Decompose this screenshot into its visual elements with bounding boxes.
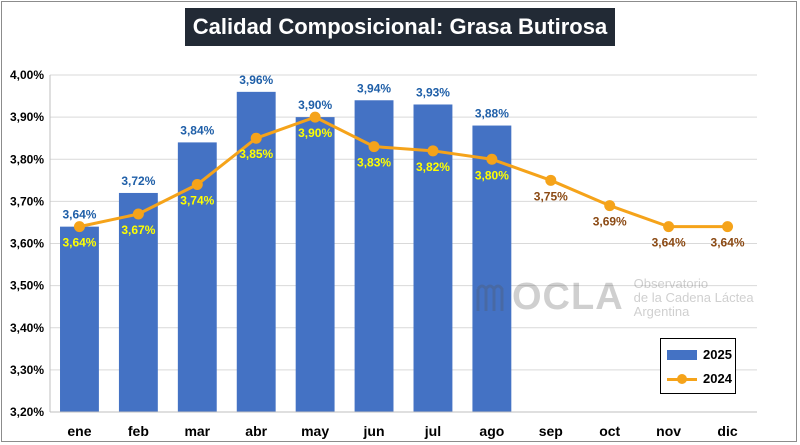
x-tick-label: mar <box>184 423 210 439</box>
point-2024 <box>250 132 262 144</box>
ocla-watermark: OCLA Observatorio de la Cadena Láctea Ar… <box>476 276 754 319</box>
data-label-2025: 3,94% <box>357 81 391 95</box>
data-label-2025: 3,84% <box>180 123 214 137</box>
point-2024 <box>545 174 557 186</box>
legend-item-2024: 2024 <box>661 371 732 386</box>
x-tick-label: dic <box>717 423 737 439</box>
point-2024 <box>486 153 498 165</box>
x-tick-label: feb <box>128 423 149 439</box>
legend-line-swatch <box>667 373 697 384</box>
point-2024 <box>427 145 439 157</box>
ocla-line-2: de la Cadena Láctea <box>633 289 754 305</box>
y-tick-label: 4,00% <box>10 68 44 82</box>
data-label-2024: 3,85% <box>239 147 273 161</box>
data-label-2024: 3,64% <box>652 236 686 250</box>
x-tick-label: may <box>301 423 329 439</box>
bar-2025 <box>354 100 394 413</box>
ocla-logo-icon <box>476 284 504 311</box>
x-tick-label: abr <box>245 423 267 439</box>
point-2024 <box>132 208 144 220</box>
point-2024 <box>722 221 734 233</box>
legend-bar-swatch <box>667 349 697 360</box>
legend: 2025 2024 <box>660 338 736 394</box>
x-tick-label: oct <box>599 423 620 439</box>
data-label-2024: 3,82% <box>416 160 450 174</box>
data-label-2025: 3,96% <box>239 73 273 87</box>
data-labels: 3,64% 3,72% 3,84% 3,96% 3,90% 3,94% 3,93% 3,88%… <box>62 73 744 250</box>
point-2024 <box>191 179 203 191</box>
y-tick-label: 3,30% <box>10 363 44 377</box>
data-label-2025: 3,93% <box>416 85 450 99</box>
y-tick-label: 3,90% <box>10 110 44 124</box>
ocla-line-1: Observatorio <box>633 275 709 291</box>
data-label-2024: 3,64% <box>62 236 96 250</box>
bar-2025 <box>118 192 158 412</box>
data-label-2025: 3,90% <box>298 98 332 112</box>
data-label-2024: 3,69% <box>593 215 627 229</box>
x-tick-label: nov <box>656 423 681 439</box>
data-label-2025: 3,64% <box>62 208 96 222</box>
legend-label-2025: 2025 <box>703 347 732 362</box>
data-label-2024: 3,90% <box>298 126 332 140</box>
x-tick-label: ene <box>67 423 91 439</box>
legend-item-2025: 2025 <box>661 347 732 362</box>
legend-label-2024: 2024 <box>703 371 732 386</box>
line-series-2024 <box>73 111 734 233</box>
y-tick-label: 3,70% <box>10 194 44 208</box>
data-label-2024: 3,67% <box>121 223 155 237</box>
data-label-2024: 3,80% <box>475 168 509 182</box>
ocla-line-3: Argentina <box>633 303 690 319</box>
y-tick-label: 3,20% <box>10 405 44 419</box>
point-2024 <box>604 200 616 212</box>
data-label-2024: 3,75% <box>534 189 568 203</box>
line-2024-path <box>79 115 728 229</box>
data-label-2025: 3,88% <box>475 107 509 121</box>
x-tick-label: sep <box>539 423 563 439</box>
axes: 3,20% 3,30% 3,40% 3,50% 3,60% 3,70% 3,80% 3,90%… <box>10 68 757 439</box>
bar-2025 <box>60 226 99 412</box>
data-label-2024: 3,64% <box>711 236 745 250</box>
bar-2025 <box>295 117 335 412</box>
point-2024 <box>73 221 85 233</box>
data-label-2025: 3,72% <box>121 174 155 188</box>
x-tick-label: ago <box>479 423 504 439</box>
chart-title: Calidad Composicional: Grasa Butirosa <box>185 8 615 46</box>
x-tick-label: jul <box>424 423 441 439</box>
y-tick-label: 3,40% <box>10 321 44 335</box>
point-2024 <box>663 221 675 233</box>
point-2024 <box>309 111 321 123</box>
y-tick-label: 3,50% <box>10 279 44 293</box>
ocla-subtitle: Observatorio de la Cadena Láctea Argenti… <box>633 275 754 319</box>
point-2024 <box>368 141 380 153</box>
bar-2025 <box>472 125 512 413</box>
data-label-2024: 3,83% <box>357 156 391 170</box>
ocla-logo-text: OCLA <box>512 276 624 318</box>
data-label-2024: 3,74% <box>180 194 214 208</box>
bar-2025 <box>236 91 276 412</box>
x-tick-label: jun <box>363 423 385 439</box>
y-tick-label: 3,80% <box>10 152 44 166</box>
bar-series-2025 <box>60 91 512 413</box>
y-tick-label: 3,60% <box>10 237 44 251</box>
